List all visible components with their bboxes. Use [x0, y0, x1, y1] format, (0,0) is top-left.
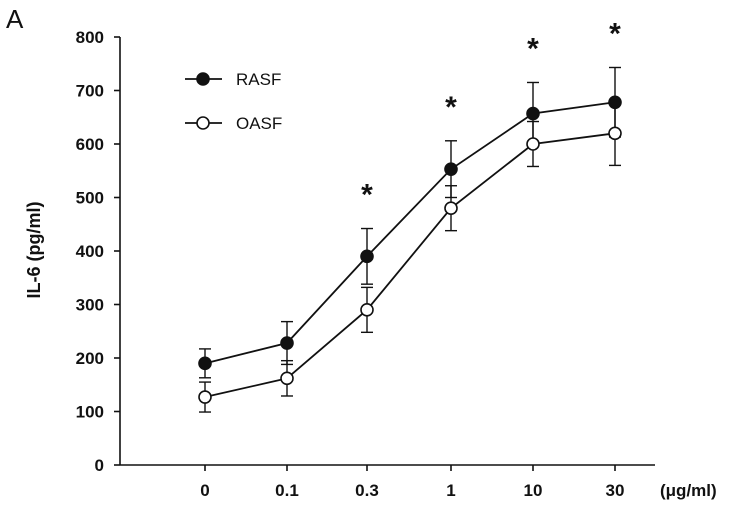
y-tick-label: 100	[76, 403, 104, 422]
significance-star: *	[609, 17, 621, 50]
data-point-rasf	[444, 162, 458, 176]
legend-label-rasf: RASF	[236, 70, 281, 89]
y-tick-label: 500	[76, 189, 104, 208]
x-tick-label: 0.1	[275, 481, 299, 500]
x-tick-label: 10	[524, 481, 543, 500]
significance-star: *	[445, 91, 457, 124]
y-tick-label: 300	[76, 296, 104, 315]
x-tick-label: 0.3	[355, 481, 379, 500]
x-tick-label: 0	[200, 481, 209, 500]
legend-marker-rasf	[196, 72, 210, 86]
x-unit-label: (μg/ml)	[660, 481, 717, 500]
significance-star: *	[361, 179, 373, 212]
y-tick-label: 200	[76, 349, 104, 368]
y-tick-label: 400	[76, 242, 104, 261]
data-point-oasf	[198, 390, 212, 404]
y-tick-label: 700	[76, 82, 104, 101]
data-point-oasf	[608, 126, 622, 141]
data-point-oasf	[444, 201, 458, 215]
y-tick-label: 600	[76, 135, 104, 154]
series-line-rasf	[204, 101, 616, 365]
data-point-rasf	[608, 95, 622, 110]
data-point-rasf	[198, 356, 212, 371]
data-point-rasf	[280, 336, 294, 350]
data-point-rasf	[360, 249, 374, 264]
data-point-rasf	[526, 106, 540, 121]
y-tick-label: 0	[95, 456, 104, 475]
data-point-oasf	[526, 137, 540, 151]
legend-label-oasf: OASF	[236, 114, 282, 133]
series-line-oasf	[204, 132, 616, 398]
data-point-oasf	[360, 303, 374, 317]
y-axis-label: IL-6 (pg/ml)	[24, 202, 44, 299]
legend-marker-oasf	[196, 116, 210, 130]
x-tick-label: 1	[446, 481, 455, 500]
y-tick-label: 800	[76, 28, 104, 47]
panel-label: A	[6, 4, 24, 34]
significance-star: *	[527, 32, 539, 65]
x-tick-label: 30	[606, 481, 625, 500]
data-point-oasf	[280, 371, 294, 386]
